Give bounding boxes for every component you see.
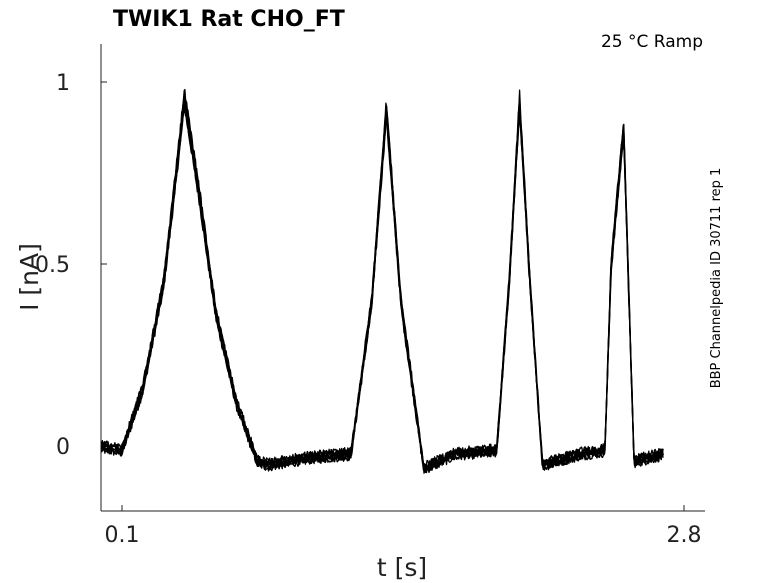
chart-title: TWIK1 Rat CHO_FT — [113, 7, 345, 32]
source-note: BBP Channelpedia ID 30711 rep 1 — [709, 168, 724, 389]
axes — [100, 44, 705, 512]
x-tick-label-0.1: 0.1 — [105, 523, 140, 548]
x-tick-label-2.8: 2.8 — [667, 523, 702, 548]
current-trace-6 — [100, 88, 664, 468]
y-tick-label-0: 0 — [56, 435, 70, 460]
x-axis-label: t [s] — [377, 553, 427, 582]
y-axis-label: I [nA] — [15, 243, 44, 311]
chart-subtitle: 25 °C Ramp — [601, 32, 703, 52]
y-tick-label-0.5: 0.5 — [35, 253, 70, 278]
y-tick-label-1: 1 — [56, 71, 70, 96]
current-traces — [100, 88, 664, 474]
